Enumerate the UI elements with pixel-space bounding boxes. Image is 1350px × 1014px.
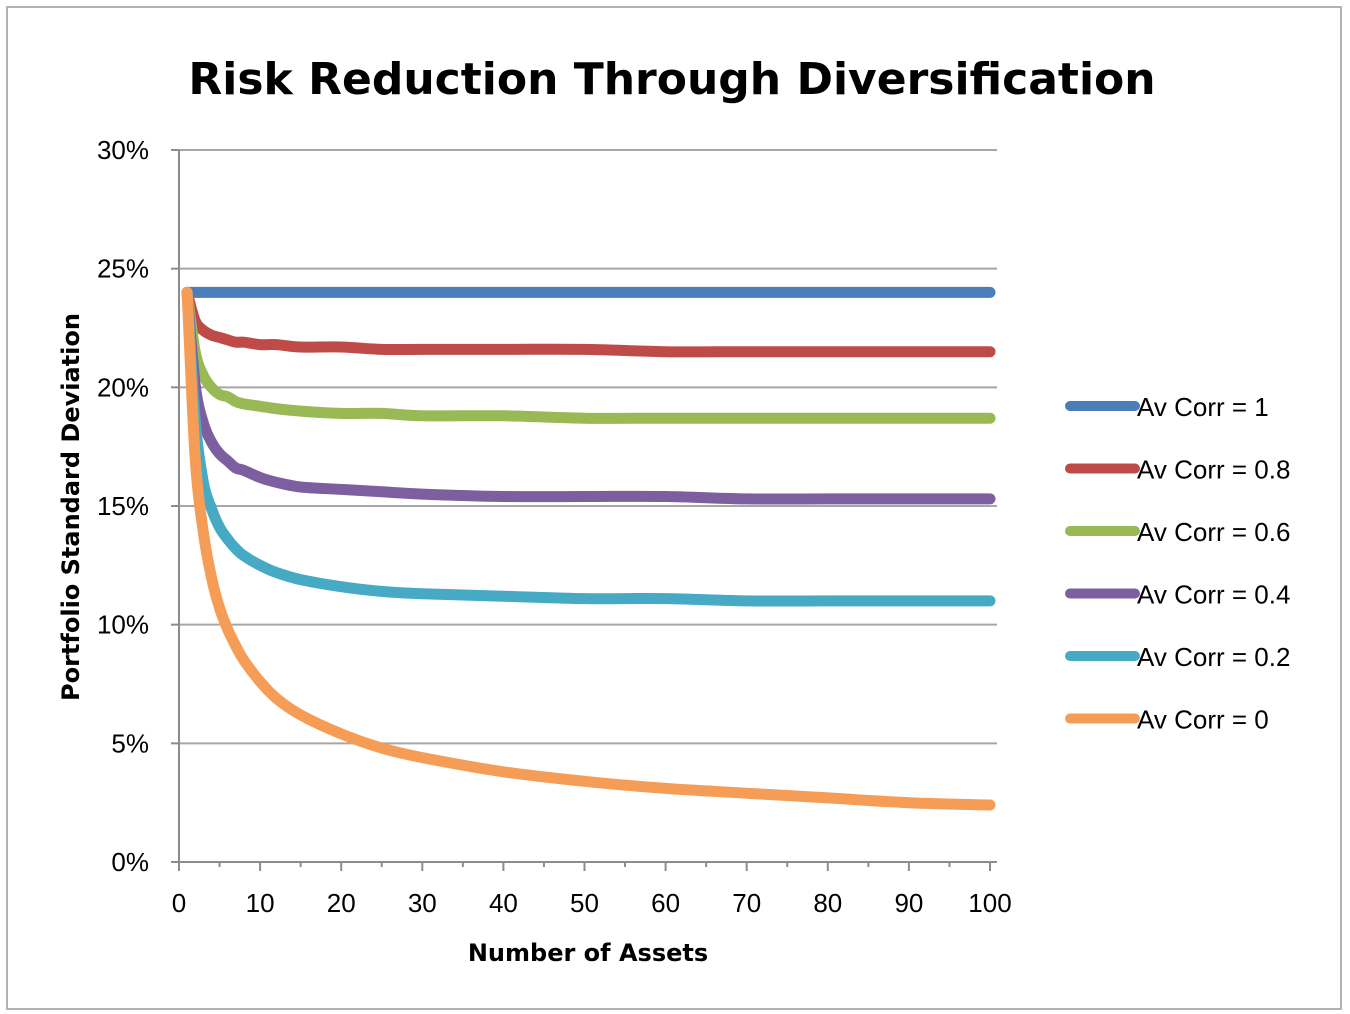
- legend-label: Av Corr = 0: [1137, 705, 1269, 735]
- y-tick-label: 15%: [97, 491, 149, 521]
- legend-label: Av Corr = 0.6: [1137, 517, 1290, 547]
- legend-label: Av Corr = 1: [1137, 392, 1269, 422]
- legend: Av Corr = 1 Av Corr = 0.8 Av Corr = 0.6 Av …: [1065, 392, 1290, 735]
- x-tick-label: 0: [172, 888, 186, 918]
- legend-label: Av Corr = 0.4: [1137, 580, 1290, 610]
- series-line: [181, 286, 996, 358]
- series-line: [181, 286, 996, 811]
- y-tick-label: 10%: [97, 610, 149, 640]
- x-tick-label: 90: [894, 888, 923, 918]
- x-tick-label: 70: [732, 888, 761, 918]
- gridlines: [179, 149, 997, 745]
- y-axis-title: Portfolio Standard Deviation: [57, 313, 85, 701]
- series-line: [181, 286, 996, 505]
- y-tick-labels: 0% 5% 10% 15% 20% 25% 30%: [97, 135, 149, 877]
- y-tick-label: 0%: [111, 847, 149, 877]
- x-tick-label: 30: [408, 888, 437, 918]
- y-tick-label: 30%: [97, 135, 149, 165]
- y-tick-label: 5%: [111, 728, 149, 758]
- x-tick-label: 80: [813, 888, 842, 918]
- chart-title: Risk Reduction Through Diversification: [188, 54, 1155, 105]
- series-line: [181, 286, 996, 424]
- chart-frame: [6, 6, 1342, 1010]
- x-tick-labels: 0 10 20 30 40 50 60 70 80 90 100: [172, 888, 1012, 918]
- x-tick-label: 20: [327, 888, 356, 918]
- legend-label: Av Corr = 0.8: [1137, 455, 1290, 485]
- x-tick-label: 50: [570, 888, 599, 918]
- y-tick-label: 20%: [97, 372, 149, 402]
- series-lines: [181, 286, 996, 811]
- series-line: [181, 286, 996, 607]
- x-tick-label: 40: [489, 888, 518, 918]
- y-tick-label: 25%: [97, 254, 149, 284]
- x-axis-title: Number of Assets: [468, 939, 708, 967]
- x-tick-label: 100: [968, 888, 1011, 918]
- x-tick-label: 10: [246, 888, 275, 918]
- x-tick-label: 60: [651, 888, 680, 918]
- legend-label: Av Corr = 0.2: [1137, 642, 1290, 672]
- axes: [171, 149, 997, 871]
